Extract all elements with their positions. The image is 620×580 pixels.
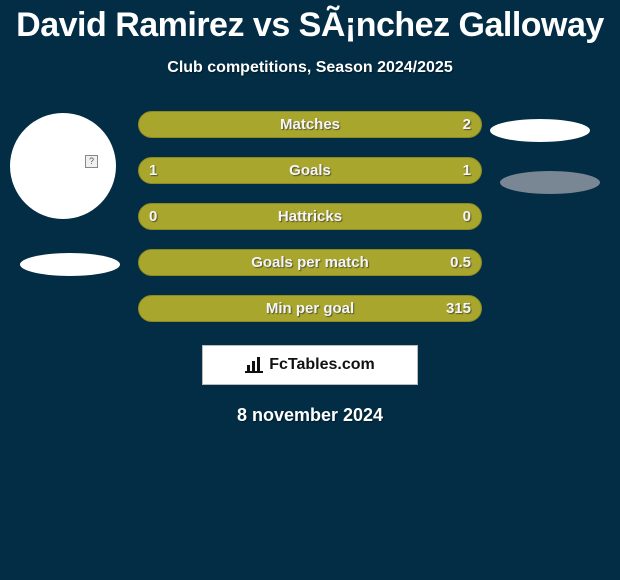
- stat-bar-label: Matches: [139, 112, 481, 137]
- player1-shadow: [20, 253, 120, 276]
- page-title: David Ramirez vs SÃ¡nchez Galloway: [0, 0, 620, 45]
- broken-image-icon: ?: [85, 155, 98, 168]
- player2-blob-top: [490, 119, 590, 142]
- stat-bar: Hattricks0 0: [138, 203, 482, 230]
- stat-bars: Matches2 Goals1 1 Hattricks0 0 Goals per matc…: [138, 111, 482, 341]
- page-subtitle: Club competitions, Season 2024/2025: [0, 59, 620, 77]
- stat-bar-label: Goals per match: [139, 250, 481, 275]
- stat-bar-value-p2: 0.5: [450, 250, 471, 275]
- stat-bar-label: Min per goal: [139, 296, 481, 321]
- stat-bar-value-p2: 2: [463, 112, 471, 137]
- footer-badge: FcTables.com: [202, 345, 418, 385]
- stat-bar-value-p2: 1: [463, 158, 471, 183]
- date-label: 8 november 2024: [0, 405, 620, 426]
- stat-bar: Goals1 1: [138, 157, 482, 184]
- stat-bar: Matches2: [138, 111, 482, 138]
- stat-bar: Min per goal315: [138, 295, 482, 322]
- stat-bar-label: Goals: [139, 158, 481, 183]
- player1-avatar: ?: [10, 113, 116, 219]
- stat-bar-value-p2: 0: [463, 204, 471, 229]
- player2-blob-bottom: [500, 171, 600, 194]
- stat-bar: Goals per match0.5: [138, 249, 482, 276]
- stat-bar-value-p1: 0: [149, 204, 157, 229]
- chart-icon: [245, 357, 263, 373]
- stat-bar-label: Hattricks: [139, 204, 481, 229]
- footer-label: FcTables.com: [269, 356, 375, 374]
- stat-bar-value-p2: 315: [446, 296, 471, 321]
- stat-bar-value-p1: 1: [149, 158, 157, 183]
